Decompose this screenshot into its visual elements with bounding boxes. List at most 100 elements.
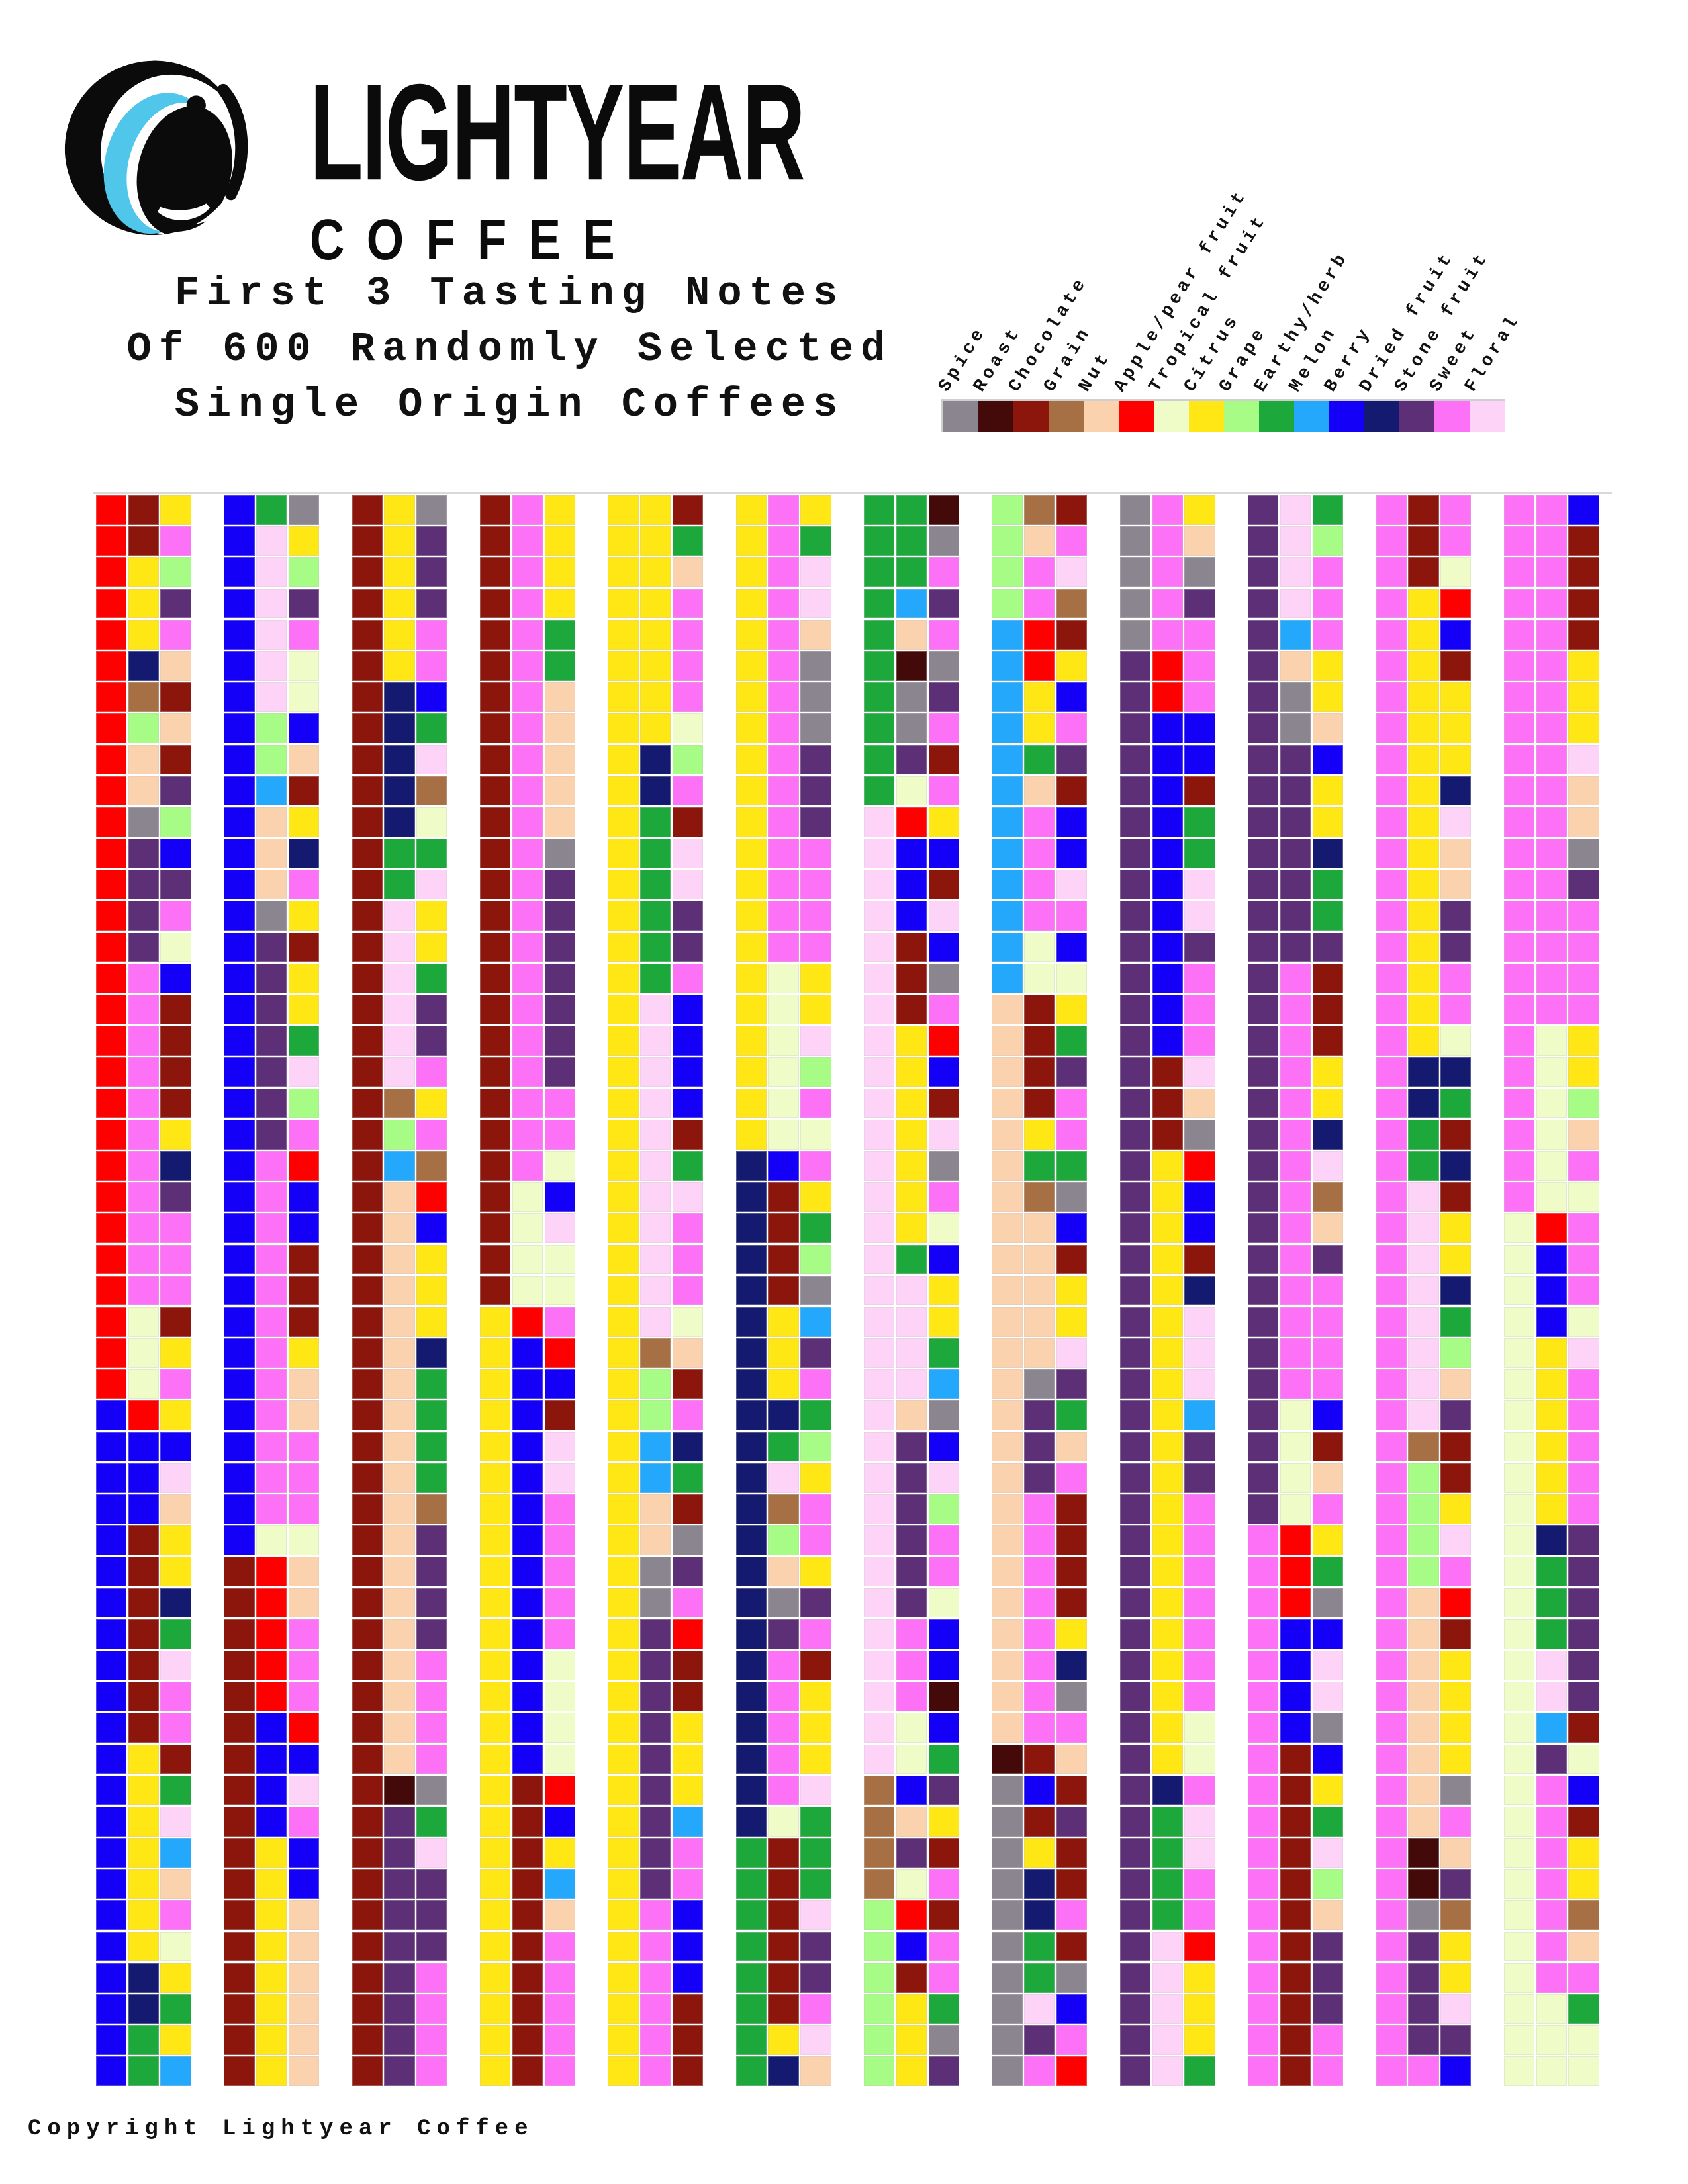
note-cell: [1503, 1744, 1535, 1774]
note-cell: [1056, 1182, 1088, 1212]
note-cell: [992, 619, 1023, 650]
note-cell: [800, 1338, 831, 1368]
note-cell: [1280, 1182, 1311, 1212]
note-cell: [1312, 1338, 1343, 1368]
note-cell: [1248, 1900, 1279, 1931]
note-cell: [288, 1338, 320, 1368]
note-cell: [224, 995, 255, 1024]
note-cell: [1248, 870, 1279, 899]
note-cell: [735, 1557, 767, 1587]
note-cell: [1280, 901, 1311, 931]
note-cell: [288, 1494, 320, 1524]
note-cell: [512, 963, 543, 993]
note-cell: [1248, 1463, 1279, 1493]
note-cell: [1119, 495, 1151, 525]
note-cell: [384, 1432, 415, 1462]
note-cell: [1152, 1713, 1183, 1743]
grid-top-border: [93, 492, 1612, 494]
note-cell: [896, 1119, 927, 1150]
note-cell: [992, 1931, 1023, 1962]
note-cell: [672, 1432, 704, 1462]
note-cell: [768, 1931, 799, 1962]
note-cell: [1184, 1775, 1215, 1805]
note-cell: [608, 1931, 639, 1962]
note-cell: [1440, 2056, 1472, 2087]
note-cell: [416, 1400, 447, 1431]
note-cell: [1280, 1619, 1311, 1649]
note-cell: [735, 1244, 767, 1275]
note-cell: [416, 1650, 447, 1680]
note-cell: [1440, 713, 1472, 744]
note-cell: [896, 2025, 927, 2055]
note-cell: [256, 1744, 287, 1774]
note-cell: [512, 2056, 543, 2087]
note-cell: [1184, 963, 1215, 993]
note-cell: [672, 1744, 704, 1774]
note-cell: [1503, 1806, 1535, 1837]
note-cell: [896, 1838, 927, 1868]
note-cell: [128, 682, 160, 712]
note-cell: [1184, 1244, 1215, 1275]
note-cell: [1056, 776, 1088, 806]
note-cell: [992, 963, 1023, 993]
note-cell: [384, 1369, 415, 1399]
note-cell: [1440, 1619, 1472, 1649]
note-cell: [416, 619, 447, 650]
note-cell: [512, 1244, 543, 1275]
note-cell: [1568, 1775, 1599, 1805]
note-cell: [1568, 1463, 1599, 1493]
note-cell: [288, 1213, 320, 1244]
note-cell: [1184, 588, 1215, 619]
note-cell: [1119, 1900, 1151, 1931]
note-cell: [1376, 588, 1407, 619]
note-cell: [1408, 1682, 1439, 1711]
note-cell: [864, 1806, 895, 1837]
note-cell: [96, 995, 127, 1024]
note-cell: [224, 1306, 255, 1337]
note-cell: [416, 1838, 447, 1868]
note-cell: [1408, 1650, 1439, 1680]
note-cell: [1440, 1806, 1472, 1837]
note-cell: [608, 2056, 639, 2087]
note-cell: [256, 1057, 287, 1087]
note-cell: [1056, 870, 1088, 899]
note-cell: [928, 1744, 959, 1774]
note-cell: [928, 839, 959, 868]
note-cell: [1056, 1150, 1088, 1181]
note-cell: [1152, 1088, 1183, 1118]
note-cell: [640, 1869, 671, 1899]
note-cell: [1248, 619, 1279, 650]
note-cell: [416, 1557, 447, 1587]
note-cell: [416, 1900, 447, 1931]
note-cell: [768, 1775, 799, 1805]
note-cell: [512, 1900, 543, 1931]
note-cell: [1503, 1400, 1535, 1431]
note-cell: [928, 2056, 959, 2087]
note-cell: [640, 1275, 671, 1306]
note-cell: [416, 1962, 447, 1993]
note-cell: [288, 1650, 320, 1680]
note-cell: [480, 651, 511, 681]
note-cell: [1119, 619, 1151, 650]
note-cell: [224, 1994, 255, 2024]
note-cell: [1312, 1119, 1343, 1150]
note-cell: [96, 651, 127, 681]
note-cell: [96, 901, 127, 931]
note-cell: [1440, 776, 1472, 806]
note-cell: [735, 1182, 767, 1212]
note-cell: [1184, 1182, 1215, 1212]
note-cell: [1248, 1026, 1279, 1056]
note-cell: [1056, 588, 1088, 619]
note-cell: [1280, 1494, 1311, 1524]
note-cell: [992, 1244, 1023, 1275]
note-cell: [1536, 1650, 1567, 1680]
note-cell: [735, 995, 767, 1024]
note-cell: [1536, 1619, 1567, 1649]
note-cell: [1440, 1057, 1472, 1087]
note-cell: [544, 1244, 575, 1275]
note-cell: [1312, 1369, 1343, 1399]
note-cell: [608, 1026, 639, 1056]
note-cell: [735, 1838, 767, 1868]
note-cell: [928, 963, 959, 993]
note-cell: [1024, 995, 1055, 1024]
